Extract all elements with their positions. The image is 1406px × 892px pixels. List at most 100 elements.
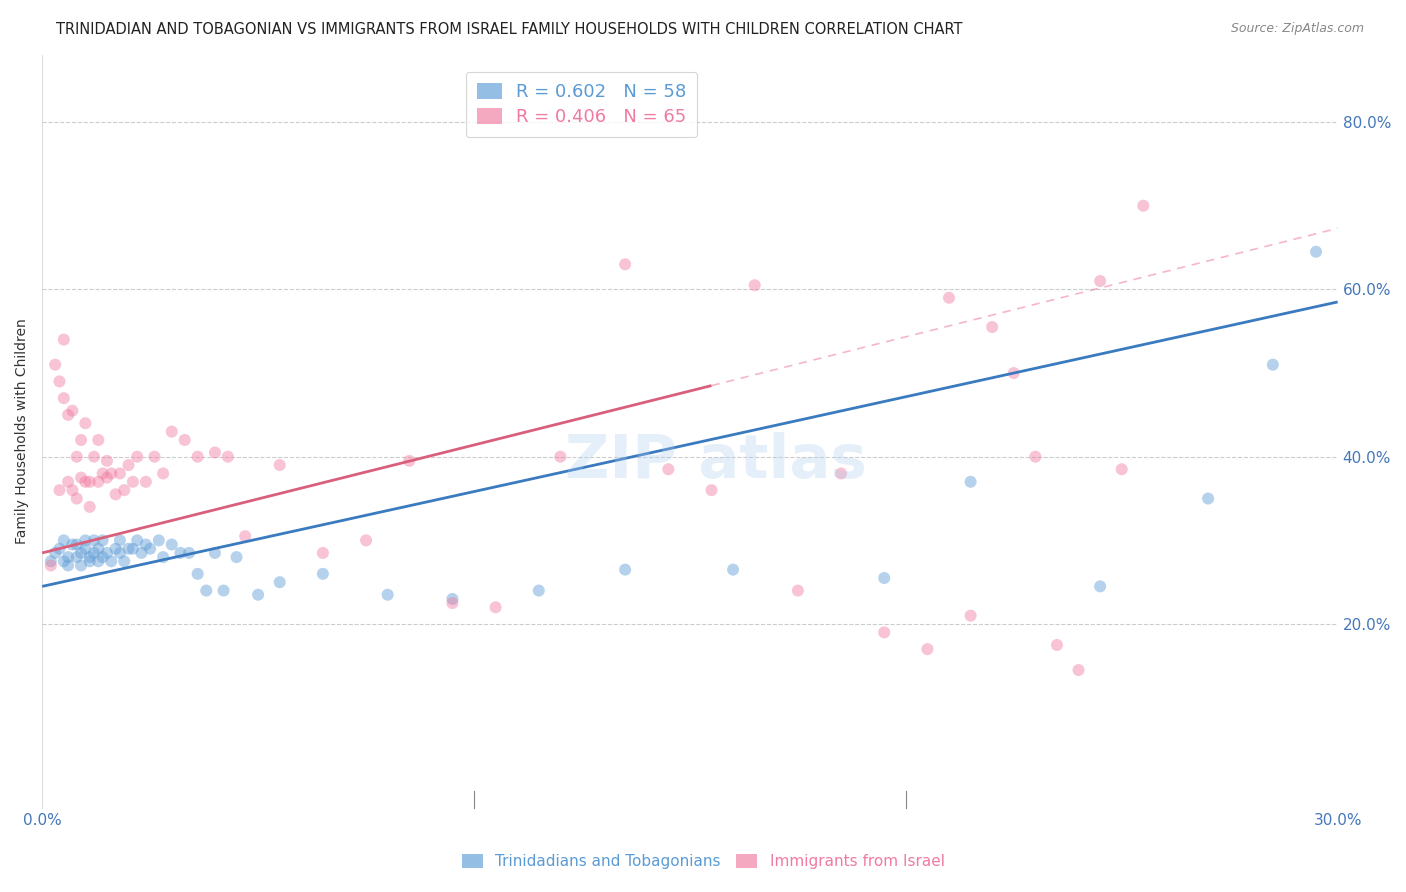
Point <box>104 541 127 556</box>
Point <box>48 375 70 389</box>
Point <box>354 533 377 548</box>
Point <box>139 541 162 556</box>
Point <box>56 550 79 565</box>
Point <box>938 291 960 305</box>
Point <box>135 475 157 489</box>
Point <box>108 533 131 548</box>
Point <box>48 541 70 556</box>
Legend: R = 0.602   N = 58, R = 0.406   N = 65: R = 0.602 N = 58, R = 0.406 N = 65 <box>465 71 697 137</box>
Y-axis label: Family Households with Children: Family Households with Children <box>15 318 30 544</box>
Point <box>56 475 79 489</box>
Point <box>62 537 84 551</box>
Point <box>873 571 896 585</box>
Point <box>75 541 97 556</box>
Point <box>70 470 93 484</box>
Point <box>108 546 131 560</box>
Point <box>56 558 79 573</box>
Point <box>614 563 637 577</box>
Point <box>70 546 93 560</box>
Point <box>39 558 62 573</box>
Point <box>56 408 79 422</box>
Point <box>122 541 145 556</box>
Point <box>398 454 420 468</box>
Point <box>96 470 118 484</box>
Point <box>104 487 127 501</box>
Point <box>169 546 191 560</box>
Point <box>100 467 122 481</box>
Point <box>195 583 218 598</box>
Point <box>721 563 744 577</box>
Point <box>212 583 235 598</box>
Point <box>91 467 114 481</box>
Point <box>91 550 114 565</box>
Point <box>75 475 97 489</box>
Point <box>96 546 118 560</box>
Point <box>62 403 84 417</box>
Text: TRINIDADIAN AND TOBAGONIAN VS IMMIGRANTS FROM ISRAEL FAMILY HOUSEHOLDS WITH CHIL: TRINIDADIAN AND TOBAGONIAN VS IMMIGRANTS… <box>56 22 963 37</box>
Point <box>1305 244 1327 259</box>
Point <box>87 554 110 568</box>
Point <box>112 483 135 498</box>
Point <box>79 475 101 489</box>
Point <box>657 462 679 476</box>
Point <box>187 566 209 581</box>
Point <box>550 450 572 464</box>
Point <box>152 467 174 481</box>
Point <box>830 467 852 481</box>
Point <box>377 588 399 602</box>
Point <box>52 391 75 405</box>
Point <box>87 541 110 556</box>
Point <box>70 433 93 447</box>
Point <box>100 554 122 568</box>
Point <box>527 583 550 598</box>
Point <box>48 483 70 498</box>
Point <box>1088 579 1111 593</box>
Point <box>160 537 183 551</box>
Point <box>75 416 97 430</box>
Point <box>269 575 291 590</box>
Point <box>1002 366 1025 380</box>
Point <box>160 425 183 439</box>
Point <box>143 450 166 464</box>
Point <box>127 450 149 464</box>
Point <box>441 596 464 610</box>
Point <box>786 583 808 598</box>
Point <box>83 450 105 464</box>
Point <box>135 537 157 551</box>
Point <box>1067 663 1090 677</box>
Point <box>44 358 66 372</box>
Point <box>917 642 939 657</box>
Point <box>87 433 110 447</box>
Point <box>269 458 291 472</box>
Point <box>1046 638 1069 652</box>
Legend: Trinidadians and Tobagonians, Immigrants from Israel: Trinidadians and Tobagonians, Immigrants… <box>456 848 950 875</box>
Point <box>75 533 97 548</box>
Point <box>1197 491 1219 506</box>
Point <box>233 529 256 543</box>
Point <box>79 554 101 568</box>
Point <box>225 550 247 565</box>
Point <box>44 546 66 560</box>
Point <box>700 483 723 498</box>
Point <box>70 558 93 573</box>
Point <box>152 550 174 565</box>
Point <box>79 500 101 514</box>
Point <box>312 546 335 560</box>
Point <box>177 546 200 560</box>
Point <box>52 333 75 347</box>
Point <box>117 541 139 556</box>
Point <box>66 491 89 506</box>
Point <box>1261 358 1284 372</box>
Point <box>312 566 335 581</box>
Point <box>1024 450 1046 464</box>
Point <box>441 591 464 606</box>
Point <box>96 454 118 468</box>
Point <box>187 450 209 464</box>
Text: Source: ZipAtlas.com: Source: ZipAtlas.com <box>1230 22 1364 36</box>
Point <box>66 550 89 565</box>
Point <box>484 600 506 615</box>
Point <box>39 554 62 568</box>
Point <box>79 550 101 565</box>
Point <box>117 458 139 472</box>
Point <box>83 533 105 548</box>
